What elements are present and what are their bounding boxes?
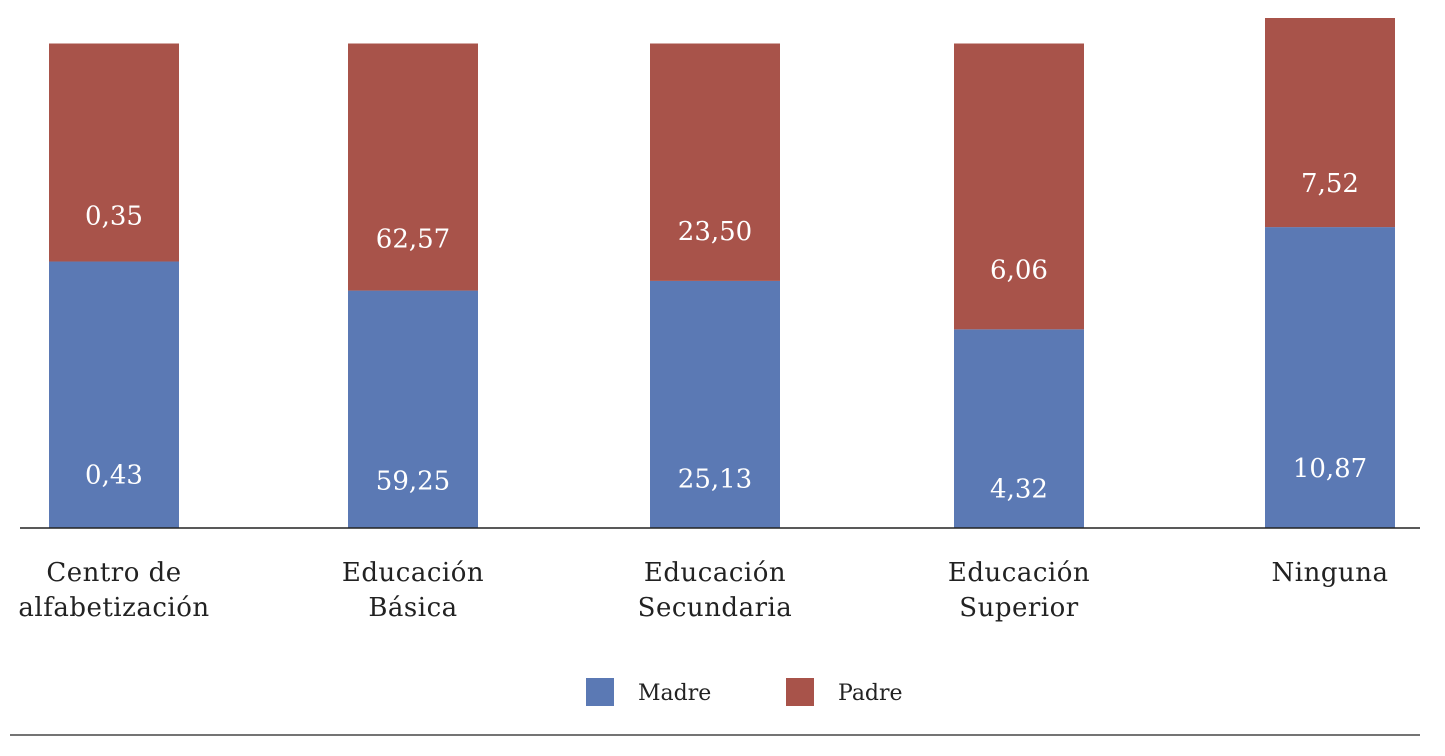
- data-label-padre-3: 6,06: [990, 255, 1048, 285]
- legend-swatch-padre: [786, 678, 814, 706]
- bar-padre-4: [1265, 18, 1395, 228]
- bar-padre-1: [348, 43, 478, 291]
- category-label-1-0: Educación: [342, 558, 484, 588]
- bar-madre-4: [1265, 227, 1395, 528]
- data-label-padre-0: 0,35: [85, 202, 143, 232]
- category-label-0-1: alfabetización: [18, 593, 209, 623]
- legend-swatch-madre: [586, 678, 614, 706]
- category-label-1-1: Básica: [368, 593, 457, 623]
- category-label-3-0: Educación: [948, 558, 1090, 588]
- legend: Madre Padre: [586, 678, 903, 706]
- bar-madre-3: [954, 329, 1084, 528]
- bar-padre-0: [49, 43, 179, 262]
- bar-padre-3: [954, 43, 1084, 330]
- category-label-4-0: Ninguna: [1272, 558, 1389, 588]
- category-label-3-1: Superior: [959, 593, 1078, 623]
- labels-layer: 0,43 0,35 59,25 62,57 25,13 23,50 4,32 6,06 10,8…: [85, 169, 1367, 504]
- category-label-2-1: Secundaria: [638, 593, 793, 623]
- bar-madre-2: [650, 280, 780, 528]
- data-label-madre-2: 25,13: [678, 465, 752, 495]
- category-label-2-0: Educación: [644, 558, 786, 588]
- bars-layer: [49, 18, 1395, 528]
- legend-label-padre: Padre: [838, 681, 903, 706]
- bar-padre-2: [650, 43, 780, 281]
- category-labels: Centro de alfabetización Educación Básica Ed…: [18, 558, 1388, 623]
- data-label-madre-3: 4,32: [990, 474, 1048, 504]
- data-label-padre-1: 62,57: [376, 225, 450, 255]
- data-label-madre-1: 59,25: [376, 467, 450, 497]
- bar-madre-0: [49, 261, 179, 528]
- category-label-0-0: Centro de: [46, 558, 181, 588]
- data-label-padre-2: 23,50: [678, 217, 752, 247]
- bar-madre-1: [348, 290, 478, 528]
- data-label-madre-0: 0,43: [85, 461, 143, 491]
- legend-label-madre: Madre: [638, 681, 711, 706]
- data-label-padre-4: 7,52: [1301, 169, 1359, 199]
- data-label-madre-4: 10,87: [1293, 454, 1367, 484]
